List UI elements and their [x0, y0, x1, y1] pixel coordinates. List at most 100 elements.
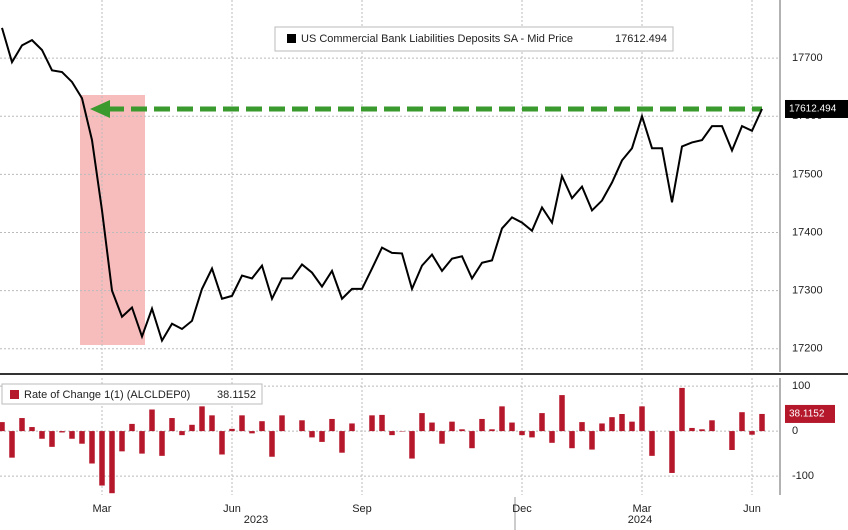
bar: [129, 423, 135, 432]
bar: [379, 414, 385, 432]
bar: [569, 431, 575, 449]
bar: [729, 431, 735, 450]
bar: [319, 431, 325, 442]
value-tag: [785, 404, 835, 423]
bar: [299, 420, 305, 432]
bar: [169, 418, 175, 432]
legend-box: [1, 383, 263, 405]
bar: [89, 431, 95, 464]
bar: [249, 431, 255, 434]
y-tick-label: 100: [792, 380, 810, 392]
bar: [79, 431, 85, 444]
bar: [269, 431, 275, 457]
legend-label: Rate of Change 1(1) (ALCLDEP0): [24, 389, 190, 401]
bar: [409, 431, 415, 459]
bar: [219, 431, 225, 455]
bar: [329, 418, 335, 432]
legend-box: [274, 26, 674, 52]
bar: [279, 415, 285, 432]
x-tick-label: Mar: [633, 503, 652, 515]
value-tag-label: 17612.494: [789, 104, 837, 115]
x-tick-label: Sep: [352, 503, 372, 515]
bar: [469, 431, 475, 449]
legend-value: 17612.494: [615, 33, 667, 45]
bar: [389, 431, 395, 436]
bar: [9, 431, 15, 458]
bar: [369, 415, 375, 432]
bar: [19, 418, 25, 432]
bar: [499, 406, 505, 432]
value-tag: [785, 99, 848, 118]
bar: [189, 424, 195, 432]
bar: [259, 421, 265, 432]
y-tick-label: 17200: [792, 343, 823, 355]
bar: [229, 428, 235, 432]
bar: [29, 427, 35, 432]
x-tick-label: Dec: [512, 503, 532, 515]
bar: [349, 423, 355, 432]
bar: [459, 429, 465, 432]
bar: [529, 431, 535, 438]
line: [1, 27, 763, 344]
legend-swatch: [10, 390, 19, 399]
y-tick-label: 0: [792, 425, 798, 437]
bar: [149, 409, 155, 432]
year-label: 2024: [628, 514, 652, 526]
bar: [69, 431, 75, 439]
bar: [59, 431, 65, 433]
bar: [239, 415, 245, 432]
legend: Rate of Change 1(1) (ALCLDEP0) 38.1152: [1, 383, 263, 405]
bar: [669, 431, 675, 473]
bar: [549, 431, 555, 443]
x-tick-label: Mar: [93, 503, 112, 515]
bar: [599, 423, 605, 432]
bar: [119, 431, 125, 452]
bar: [49, 431, 55, 447]
y-tick-label: 17400: [792, 226, 823, 238]
bar: [749, 431, 755, 435]
bar: [99, 431, 105, 486]
bar: [619, 414, 625, 432]
y-tick-label: 17700: [792, 52, 823, 64]
bar: [449, 421, 455, 432]
year-label: 2023: [244, 514, 268, 526]
arrow-head: [90, 99, 110, 118]
y-tick-label: -100: [792, 470, 814, 482]
y-tick-label: 17300: [792, 285, 823, 297]
legend-swatch: [287, 34, 296, 43]
bar: [639, 406, 645, 432]
bar: [519, 431, 525, 436]
bar: [709, 420, 715, 432]
bar: [679, 387, 685, 432]
bar: [649, 431, 655, 456]
bar: [339, 431, 345, 453]
y-tick-label: 17500: [792, 168, 823, 180]
bar: [109, 431, 115, 494]
bar: [419, 413, 425, 432]
bar: [589, 431, 595, 450]
bar: [689, 427, 695, 432]
bar: [309, 431, 315, 438]
bar: [759, 413, 765, 432]
bar: [629, 421, 635, 432]
bar: [159, 431, 165, 456]
x-tick-label: Jun: [743, 503, 761, 515]
bar: [539, 413, 545, 432]
legend: US Commercial Bank Liabilities Deposits …: [274, 26, 674, 52]
bar: [139, 431, 145, 454]
bar: [609, 417, 615, 432]
bar: [209, 415, 215, 432]
value-tag-label: 38.1152: [789, 409, 825, 420]
legend-label: US Commercial Bank Liabilities Deposits …: [301, 33, 573, 45]
bar: [0, 422, 5, 432]
bar: [39, 431, 45, 439]
bar: [479, 418, 485, 432]
bar: [489, 429, 495, 432]
legend-value: 38.1152: [217, 389, 256, 401]
bar: [439, 431, 445, 444]
bar: [509, 422, 515, 432]
bar: [739, 412, 745, 432]
bar: [559, 395, 565, 432]
bar: [429, 422, 435, 432]
